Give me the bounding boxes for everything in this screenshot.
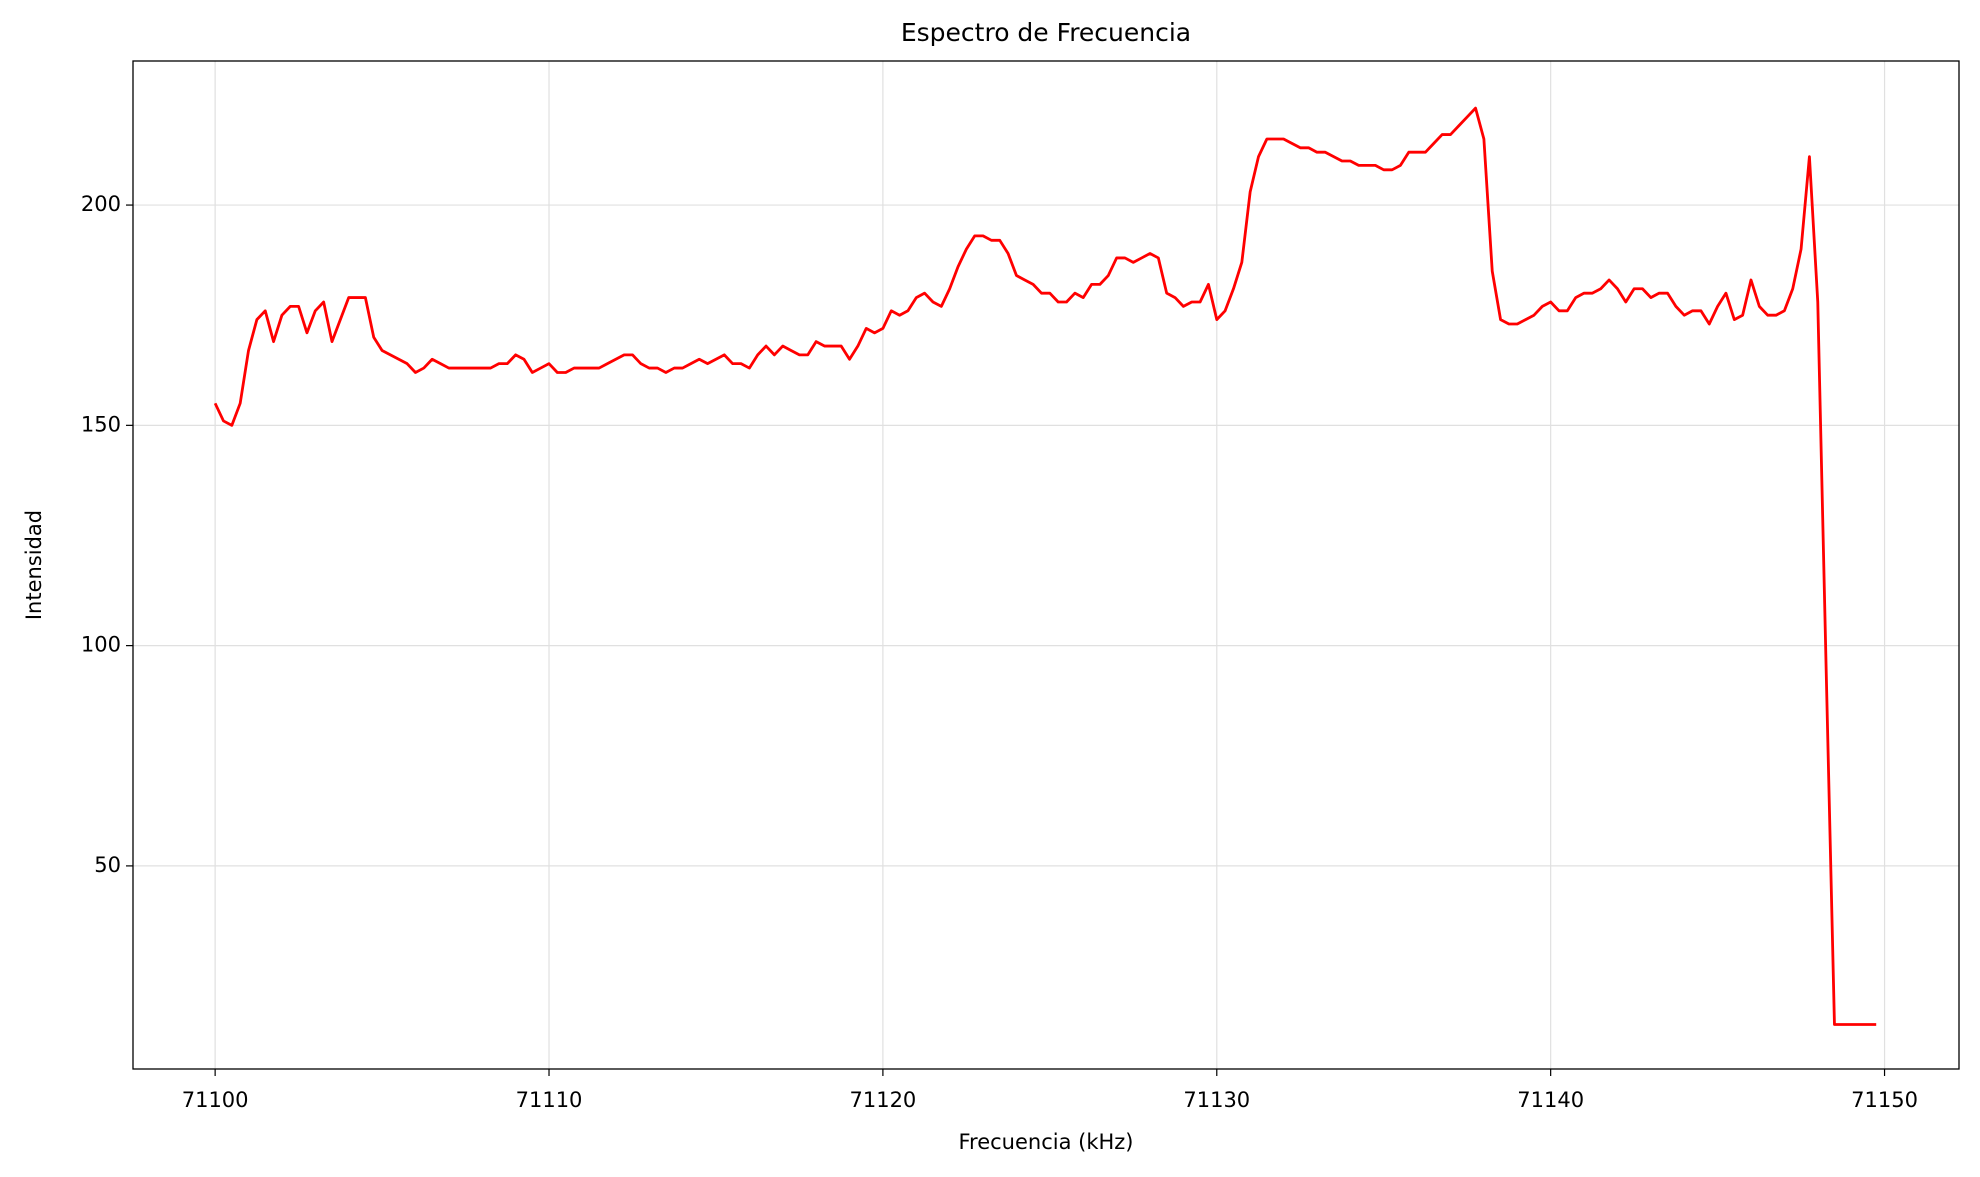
y-tick-label: 50 <box>94 853 121 877</box>
chart-title: Espectro de Frecuencia <box>901 18 1191 47</box>
x-tick-label: 71130 <box>1183 1088 1250 1112</box>
plot-frame <box>132 60 1960 1070</box>
x-tick-label: 71150 <box>1851 1088 1918 1112</box>
y-tick-label: 200 <box>81 192 121 216</box>
x-tick-label: 71140 <box>1517 1088 1584 1112</box>
x-tick-label: 71120 <box>849 1088 916 1112</box>
x-tick-label: 71100 <box>182 1088 249 1112</box>
x-axis-label: Frecuencia (kHz) <box>958 1130 1133 1154</box>
x-tick-label: 71110 <box>516 1088 583 1112</box>
y-tick-label: 150 <box>81 412 121 436</box>
y-axis-label: Intensidad <box>22 510 46 620</box>
y-tick-label: 100 <box>81 633 121 657</box>
data-line <box>213 106 1877 1026</box>
